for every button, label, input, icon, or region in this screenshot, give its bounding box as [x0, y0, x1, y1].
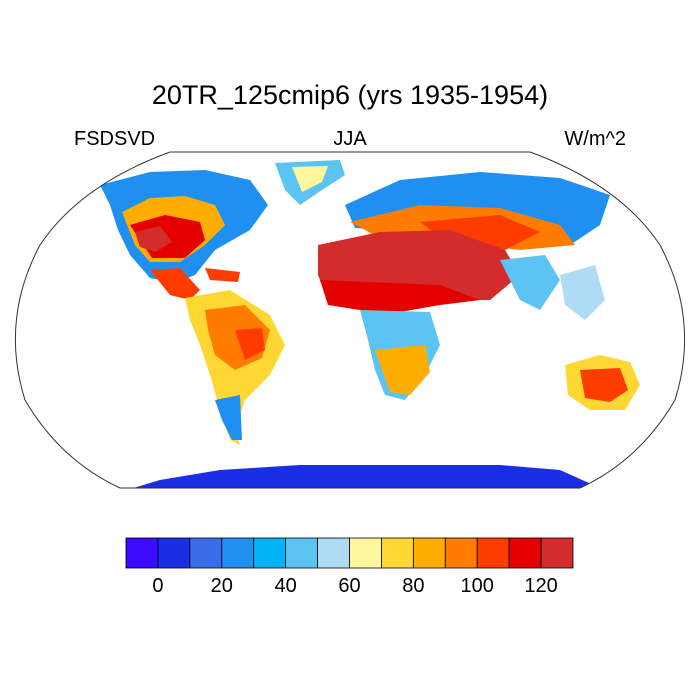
- plot-title: 20TR_125cmip6 (yrs 1935-1954): [151, 80, 549, 110]
- colorbar-tick-label: 40: [275, 575, 297, 597]
- colorbar-tick-label: 120: [524, 575, 557, 597]
- colorbar-box: [412, 537, 446, 569]
- colorbar-tick-label: 60: [338, 575, 360, 597]
- south-asia-region: [500, 255, 560, 310]
- variable-label: FSDSVD: [74, 128, 156, 150]
- colorbar-tick-label: 80: [402, 575, 424, 597]
- colorbar-tick-label: 20: [211, 575, 233, 597]
- units-label: W/m^2: [564, 128, 626, 150]
- colorbar-box: [157, 537, 191, 569]
- colorbar-box: [349, 537, 382, 569]
- season-label: JJA: [333, 128, 367, 150]
- colorbar-box: [253, 537, 287, 569]
- globe-outline: [14, 151, 686, 489]
- colorbar-box: [444, 537, 478, 569]
- colorbar-box: [540, 537, 574, 569]
- colorbar-box: [381, 537, 414, 569]
- colorbar-box: [317, 537, 350, 569]
- colorbar-tick-label: 100: [461, 575, 494, 597]
- colorbar-box: [508, 537, 542, 569]
- colorbar-box: [125, 537, 159, 569]
- colorbar-box: [189, 537, 223, 569]
- colorbar-box: [285, 537, 318, 569]
- colorbar-tick-label: 0: [152, 575, 163, 597]
- colorbar-box: [221, 537, 255, 569]
- colorbar-box: [476, 537, 510, 569]
